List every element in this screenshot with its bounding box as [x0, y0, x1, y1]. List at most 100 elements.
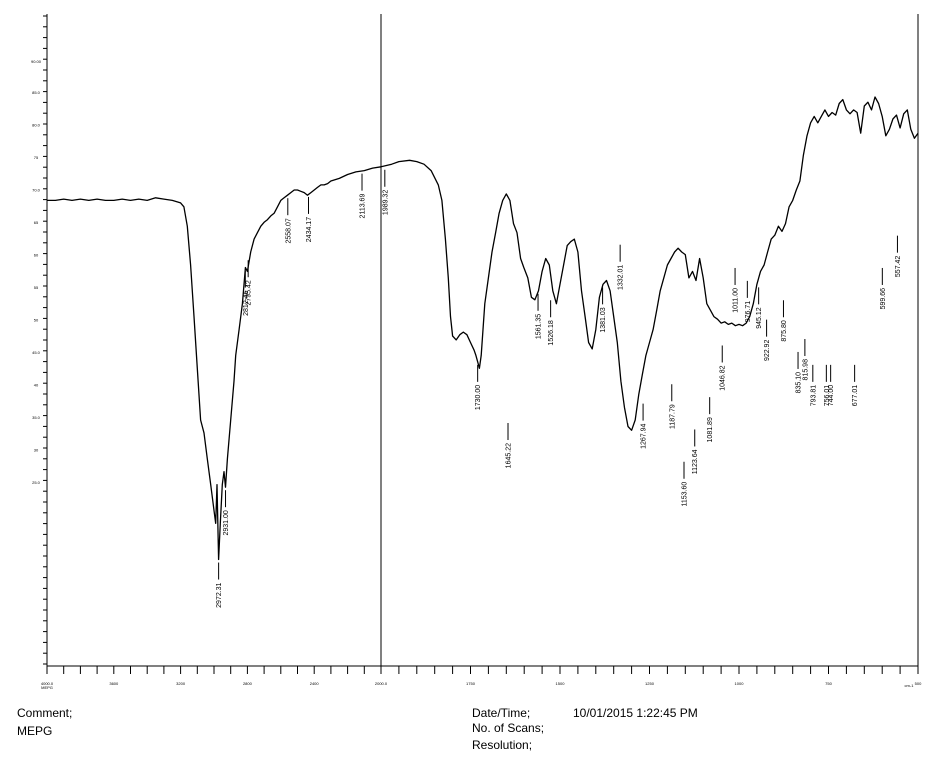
peak-label: 1267.94	[641, 424, 648, 449]
peak-label: 2972.31	[216, 582, 223, 607]
peak-marker: 677.01	[852, 364, 859, 407]
peak-label: 793.81	[810, 385, 817, 407]
x-tick-label: 4000.0	[41, 681, 54, 686]
y-axis-ticks: 90.00 85.0 80.0 75 70.0 65 60 55 50 45.0 40 35.0 30 2…	[31, 15, 47, 665]
peak-marker: 2113.69	[360, 173, 367, 218]
x-tick-label: 1000	[735, 681, 745, 686]
peak-label: 1561.35	[536, 314, 543, 339]
peak-label: 976.71	[745, 301, 752, 323]
x-tick-label: 750	[825, 681, 832, 686]
peak-marker: 1730.00	[475, 364, 482, 410]
y-tick-label: 30	[34, 448, 39, 453]
peak-label: 1381.03	[600, 307, 607, 332]
y-tick-label: 45.0	[32, 350, 41, 355]
peak-marker: 2434.17	[306, 196, 313, 242]
peak-label: 1526.18	[548, 320, 555, 345]
spectrum-series	[47, 96, 919, 561]
x-axis-ticks: 4000.0 3600 3200 2800 2400 2000.0 1750 1500 1250…	[41, 666, 922, 690]
resolution-label: Resolution;	[472, 738, 533, 752]
peak-marker: 1381.03	[600, 287, 607, 333]
peak-label: 557.42	[895, 256, 902, 278]
peak-label: 599.66	[880, 288, 887, 310]
scans-label: No. of Scans;	[472, 721, 545, 735]
peak-label: 1011.00	[733, 288, 740, 313]
peak-marker: 1645.22	[506, 423, 513, 468]
x-tick-label: 1500	[556, 681, 566, 686]
peak-marker: 976.71	[745, 280, 752, 323]
peak-marker: 1187.79	[669, 384, 676, 429]
comment-label: Comment;	[17, 706, 73, 720]
peak-label: 2795.42	[246, 280, 253, 305]
peak-marker: 922.92	[764, 319, 771, 362]
peak-label: 2931.00	[223, 510, 230, 535]
peak-label: 1046.82	[720, 365, 727, 390]
peak-marker: 815.98	[802, 339, 809, 380]
x-tick-label: 2000.0	[375, 681, 388, 686]
peak-marker: 945.12	[756, 287, 763, 329]
comment-value: MEPG	[17, 724, 53, 738]
y-tick-label: 40	[34, 383, 39, 388]
peak-label: 1081.89	[707, 417, 714, 442]
peak-label: 744.00	[828, 385, 835, 407]
y-tick-label: 35.0	[32, 415, 41, 420]
peak-label: 835.10	[796, 372, 803, 394]
y-tick-label: 65	[34, 220, 39, 225]
peak-label: 1332.01	[618, 265, 625, 290]
peak-marker: 835.10	[796, 351, 803, 394]
x-tick-label: 2800	[243, 681, 253, 686]
y-tick-label: 25.0	[32, 480, 41, 485]
spectrum-line	[47, 96, 919, 561]
peak-label: 1645.22	[506, 443, 513, 468]
datetime-label: Date/Time;	[472, 706, 531, 720]
y-tick-label: 90.00	[31, 59, 42, 64]
peak-label: 945.12	[756, 307, 763, 329]
peak-marker: 1011.00	[733, 267, 740, 313]
datetime-value: 10/01/2015 1:22:45 PM	[573, 706, 698, 720]
peak-marker: 557.42	[895, 235, 902, 278]
peak-label: 2434.17	[306, 217, 313, 242]
peak-marker: 1561.35	[536, 293, 543, 339]
peak-marker: 2931.00	[223, 490, 230, 535]
peak-marker: 2812.46	[243, 270, 250, 316]
y-tick-label: 80.0	[32, 123, 41, 128]
y-tick-label: 70.0	[32, 188, 41, 193]
peak-marker: 599.66	[880, 267, 887, 310]
peak-marker: 1153.60	[682, 461, 689, 507]
peak-marker: 875.80	[781, 300, 788, 342]
peak-label: 1123.64	[692, 449, 699, 474]
x-tick-label: 2400	[310, 681, 320, 686]
peak-marker: 2795.42	[246, 260, 253, 306]
peak-marker: 1081.89	[707, 397, 714, 442]
peak-label: 1153.60	[682, 482, 689, 507]
peak-label: 922.92	[764, 340, 771, 362]
x-start-label: MEPG	[41, 685, 53, 690]
ir-spectrum-chart: 90.00 85.0 80.0 75 70.0 65 60 55 50 45.0 40 35.0 30 2…	[31, 14, 922, 690]
y-tick-label: 50	[34, 318, 39, 323]
peak-marker: 1526.18	[548, 300, 555, 346]
peak-marker: 1332.01	[618, 244, 625, 290]
x-tick-label: 1250	[645, 681, 655, 686]
peak-label: 1187.79	[669, 404, 676, 429]
x-unit-label: cm-1	[905, 683, 915, 688]
peak-marker: 756.01	[824, 364, 831, 406]
peak-marker: 1123.64	[692, 429, 699, 474]
x-tick-label: 1750	[466, 681, 476, 686]
peak-label: 875.80	[781, 320, 788, 342]
peak-marker: 2558.07	[285, 198, 292, 244]
peak-label: 677.01	[852, 385, 859, 407]
peak-label: 2558.07	[285, 218, 292, 243]
peak-label: 1730.00	[475, 385, 482, 410]
peak-marker: 1989.32	[382, 169, 389, 215]
peak-label: 2812.46	[243, 290, 250, 315]
y-tick-label: 55	[34, 285, 39, 290]
peak-marker: 793.81	[810, 364, 817, 407]
x-tick-label: 500	[915, 681, 922, 686]
peak-marker: 2972.31	[216, 562, 223, 608]
y-tick-label: 60	[34, 253, 39, 258]
peak-marker: 1267.94	[641, 403, 648, 449]
y-tick-label: 75	[34, 155, 39, 160]
peak-label: 1989.32	[382, 190, 389, 215]
y-tick-label: 85.0	[32, 90, 41, 95]
peak-marker: 744.00	[828, 364, 835, 407]
